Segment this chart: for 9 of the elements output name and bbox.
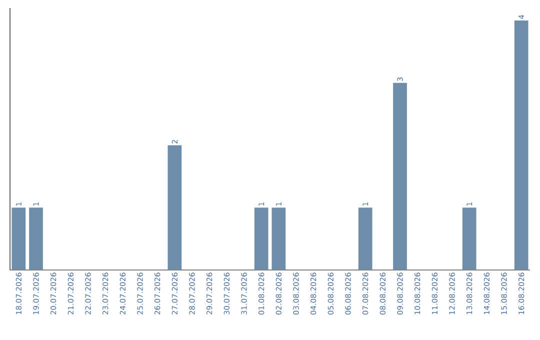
bar <box>462 208 476 270</box>
bar <box>254 208 268 270</box>
bar <box>514 20 528 270</box>
bar <box>168 145 182 270</box>
bar <box>393 82 407 270</box>
bar <box>29 208 43 270</box>
bar <box>272 208 286 270</box>
bar <box>358 208 372 270</box>
bar <box>12 208 26 270</box>
